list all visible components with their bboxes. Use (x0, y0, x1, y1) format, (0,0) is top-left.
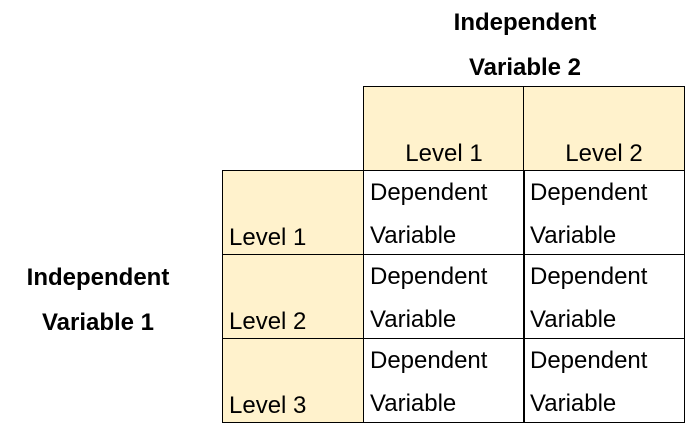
factor2-title: Independent Variable 2 (400, 0, 650, 90)
factor2-title-line2: Variable 2 (468, 54, 582, 81)
row-header-level-1: Level 1 (222, 170, 364, 255)
dependent-cell-r1-c1: Dependent Variable (363, 170, 525, 255)
factor2-title-line1: Independent (453, 9, 597, 36)
column-header-level-2: Level 2 (523, 86, 685, 171)
factor1-title: Independent Variable 1 (0, 255, 196, 345)
dependent-cell-r2-c2: Dependent Variable (523, 254, 685, 339)
cell-line1: Dependent (370, 179, 488, 206)
cell-line2: Variable (530, 390, 617, 417)
dependent-cell-r3-c1: Dependent Variable (363, 338, 525, 423)
dependent-cell-r3-c2: Dependent Variable (523, 338, 685, 423)
column-header-level-1: Level 1 (363, 86, 525, 171)
cell-line1: Dependent (370, 263, 488, 290)
cell-line2: Variable (530, 222, 617, 249)
cell-line2: Variable (370, 306, 457, 333)
factor1-title-line2: Variable 1 (41, 309, 155, 336)
cell-line1: Dependent (530, 179, 648, 206)
factor1-title-line1: Independent (26, 264, 170, 291)
dependent-cell-r2-c1: Dependent Variable (363, 254, 525, 339)
cell-line2: Variable (370, 390, 457, 417)
row-header-level-3: Level 3 (222, 338, 364, 423)
cell-line2: Variable (530, 306, 617, 333)
row-header-level-2: Level 2 (222, 254, 364, 339)
cell-line1: Dependent (370, 347, 488, 374)
dependent-cell-r1-c2: Dependent Variable (523, 170, 685, 255)
cell-line1: Dependent (530, 347, 648, 374)
cell-line2: Variable (370, 222, 457, 249)
cell-line1: Dependent (530, 263, 648, 290)
